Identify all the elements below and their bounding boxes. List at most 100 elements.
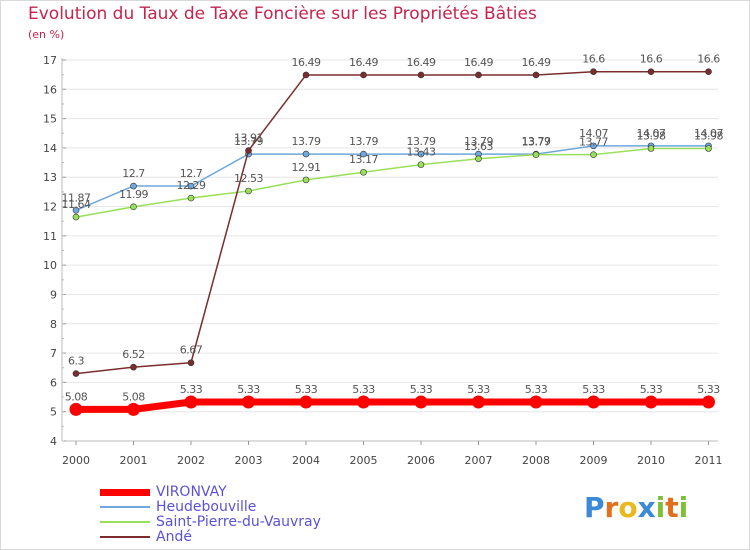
- data-label: 13.98: [637, 130, 666, 143]
- data-point: [532, 151, 540, 158]
- y-tick-label: 4: [50, 435, 57, 448]
- data-point: [647, 68, 655, 76]
- y-tick-label: 10: [43, 259, 57, 272]
- data-point: [587, 395, 600, 409]
- legend-swatch: [100, 521, 150, 523]
- data-label: 5.33: [180, 383, 203, 396]
- series-line-and-: [75, 70, 709, 375]
- data-label: 16.6: [640, 53, 663, 66]
- data-label: 16.49: [464, 56, 493, 69]
- data-point: [357, 395, 370, 409]
- data-point: [127, 402, 140, 416]
- data-point: [644, 395, 658, 409]
- data-point: [414, 395, 428, 409]
- data-point: [475, 155, 482, 163]
- data-point: [130, 203, 137, 211]
- data-label: 13.77: [522, 136, 551, 149]
- data-point: [705, 68, 712, 76]
- data-label: 13.79: [522, 135, 551, 148]
- data-label: 11.99: [119, 188, 148, 201]
- data-label: 6.52: [122, 348, 145, 361]
- data-label: 12.91: [292, 161, 321, 174]
- logo-letter: r: [604, 491, 619, 524]
- data-label: 6.3: [68, 355, 84, 368]
- data-point: [299, 395, 313, 409]
- legend-swatch: [100, 506, 150, 508]
- y-tick-label: 11: [43, 230, 57, 243]
- data-point: [187, 194, 195, 202]
- y-tick-label: 14: [43, 142, 57, 155]
- data-label: 5.33: [295, 383, 318, 396]
- x-tick-label: 2005: [350, 454, 378, 467]
- x-tick-label: 2006: [407, 454, 435, 467]
- y-tick-label: 12: [43, 201, 57, 214]
- data-label: 5.33: [237, 383, 260, 396]
- data-label: 13.79: [464, 135, 493, 148]
- legend-label: Saint-Pierre-du-Vauvray: [156, 514, 321, 530]
- x-tick-label: 2002: [177, 454, 205, 467]
- data-label: 13.79: [234, 135, 263, 148]
- data-label: 13.79: [292, 135, 321, 148]
- data-label: 13.98: [694, 130, 723, 143]
- logo-letter: i: [678, 491, 689, 524]
- data-point: [302, 176, 310, 184]
- y-tick-label: 5: [50, 406, 57, 419]
- data-label: 13.79: [349, 135, 378, 148]
- data-point: [245, 147, 252, 154]
- y-axis-unit: (en %): [28, 28, 65, 41]
- data-label: 5.33: [352, 383, 375, 396]
- proxiti-logo: Proxiti: [584, 491, 688, 524]
- logo-letter: x: [637, 491, 656, 524]
- data-label: 12.7: [122, 167, 145, 180]
- data-point: [187, 359, 195, 367]
- data-label: 16.49: [349, 56, 378, 69]
- logo-letter: o: [618, 491, 638, 524]
- legend-swatch: [100, 488, 150, 496]
- data-label: 16.49: [407, 56, 436, 69]
- series-line-heudebouville: [75, 145, 709, 212]
- data-label: 5.08: [122, 390, 145, 403]
- data-point: [647, 145, 655, 152]
- series-line-vironvay: [76, 398, 709, 413]
- data-point: [417, 71, 425, 79]
- data-point: [72, 213, 80, 221]
- data-label: 14.07: [579, 127, 608, 140]
- x-tick-label: 2009: [580, 454, 608, 467]
- logo-letter: t: [665, 491, 679, 524]
- data-point: [130, 182, 137, 190]
- y-tick-label: 9: [50, 288, 57, 301]
- data-label: 5.33: [410, 383, 433, 396]
- x-tick-label: 2007: [465, 454, 493, 467]
- legend-swatch: [100, 536, 150, 538]
- x-tick-label: 2004: [292, 454, 320, 467]
- legend-label: Andé: [156, 529, 192, 545]
- data-point: [702, 395, 715, 409]
- data-label: 11.64: [62, 198, 91, 211]
- data-label: 12.53: [234, 172, 263, 185]
- y-tick-label: 13: [43, 171, 57, 184]
- logo-letter: P: [584, 491, 605, 524]
- data-point: [475, 71, 482, 79]
- data-point: [130, 363, 137, 371]
- data-label: 12.7: [180, 167, 203, 180]
- x-tick-label: 2011: [695, 454, 723, 467]
- data-point: [245, 187, 252, 195]
- data-label: 16.6: [582, 53, 605, 66]
- data-point: [242, 395, 255, 409]
- logo-letter: i: [655, 491, 666, 524]
- y-tick-label: 16: [43, 83, 57, 96]
- data-point: [184, 395, 198, 409]
- y-tick-label: 8: [50, 318, 57, 331]
- chart-title: Evolution du Taux de Taxe Foncière sur l…: [28, 4, 537, 24]
- data-label: 5.33: [640, 383, 663, 396]
- data-point: [360, 71, 367, 79]
- data-label: 5.33: [467, 383, 490, 396]
- y-tick-label: 15: [43, 113, 57, 126]
- data-label: 5.33: [582, 383, 605, 396]
- x-tick-label: 2003: [235, 454, 263, 467]
- x-tick-label: 2010: [637, 454, 665, 467]
- data-label: 16.6: [697, 53, 720, 66]
- data-label: 13.91: [234, 132, 263, 145]
- data-point: [302, 71, 310, 79]
